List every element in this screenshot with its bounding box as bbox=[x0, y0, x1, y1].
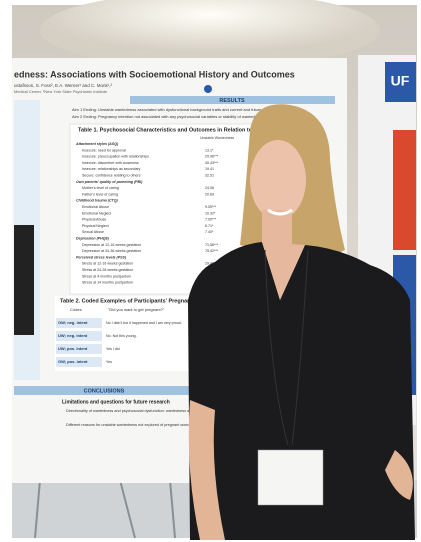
hand bbox=[385, 450, 413, 500]
table1-value: 71.56*** bbox=[205, 243, 219, 247]
table1-column: Unstable Wantedness bbox=[200, 136, 234, 140]
table1-value: 9.05*** bbox=[205, 205, 217, 209]
ceiling-light bbox=[40, 0, 380, 68]
conclusions-bar bbox=[14, 386, 194, 395]
table1-label: Sexual Abuse bbox=[82, 230, 104, 234]
poster-authors: ustafsson, S. Foss², E.A. Werner¹ and C.… bbox=[14, 83, 112, 88]
table2-code-cell bbox=[56, 318, 102, 328]
table1-label: Own parents' quality of parenting (PBI) bbox=[76, 180, 143, 184]
table1-label: Physical Abuse bbox=[82, 218, 106, 222]
table1-value: 40.43*** bbox=[205, 161, 219, 165]
table1-label: Emotional Abuse bbox=[82, 205, 109, 209]
table1-label: Insecure: discomfort with closeness bbox=[82, 161, 139, 165]
table2-quote: No I didn't but it happened and I am ver… bbox=[106, 321, 182, 325]
table2-code: OW; pos. intent bbox=[58, 359, 88, 364]
table1-label: Stress at 14 months postpartum bbox=[82, 281, 133, 285]
limitations-heading: Limitations and questions for future res… bbox=[62, 399, 170, 405]
table1-label: Depression (PHQ9) bbox=[76, 236, 110, 240]
table1-label: Secure: confidence relating to others bbox=[82, 173, 141, 177]
results-heading: RESULTS bbox=[219, 98, 245, 104]
table1-label: Insecure: need for approval bbox=[82, 148, 126, 152]
table1-value: 10.32* bbox=[205, 211, 216, 215]
conclusions-heading: CONCLUSIONS bbox=[84, 388, 125, 394]
table1-value: 24.06 bbox=[205, 186, 214, 190]
neckline bbox=[262, 242, 305, 300]
table1-label: Depression at 12-16 weeks gestation bbox=[82, 243, 141, 247]
table1-value: 7.40* bbox=[205, 230, 214, 234]
table1-value: 13.1* bbox=[205, 148, 214, 152]
table1-label: Attachment styles (ASQ) bbox=[75, 142, 119, 146]
table2-code: OW; neg. intent bbox=[58, 320, 88, 325]
table1-label: Childhood trauma (CTQ) bbox=[76, 199, 119, 203]
table1-value: 75.42*** bbox=[205, 249, 219, 253]
table1-label: Physical Neglect bbox=[82, 224, 109, 228]
side-poster-label: UF bbox=[391, 73, 410, 89]
table1-label: Mother's level of caring bbox=[82, 186, 119, 190]
arm bbox=[188, 400, 225, 540]
results-bar bbox=[130, 96, 335, 104]
table2-code-cell bbox=[56, 344, 102, 354]
lanyard bbox=[264, 249, 309, 446]
table2-quote: Yes I did bbox=[106, 347, 120, 351]
table2-header: Codes bbox=[70, 307, 82, 312]
table2-code-cell bbox=[56, 357, 102, 367]
table1-label: Stress at 4 months postpartum bbox=[82, 274, 131, 278]
side-poster-panel bbox=[393, 130, 416, 250]
side-poster-logo bbox=[385, 62, 416, 102]
table1-value: 7.00*** bbox=[205, 218, 217, 222]
table1-value: 32.51 bbox=[205, 173, 214, 177]
aim: Aim 1 Ending: Unstable wantedness associ… bbox=[72, 107, 280, 112]
top bbox=[188, 242, 415, 540]
table1-label: Depression at 34-36 weeks gestation bbox=[82, 249, 141, 253]
table1-value: 19.41 bbox=[205, 167, 214, 171]
poster-affiliation: Medical Center, ²New York State Psychiat… bbox=[14, 89, 108, 94]
limitation-bullet: Directionality of wantedness and psychos… bbox=[66, 409, 273, 413]
table2-code-cell bbox=[56, 331, 102, 341]
table1-value: 29.96*** bbox=[205, 155, 219, 159]
table2-code: UW; neg. intent bbox=[58, 333, 88, 338]
face bbox=[250, 140, 306, 220]
left-photo bbox=[14, 225, 34, 335]
table2-header: "Did you want to get pregnant?" bbox=[108, 307, 165, 312]
table1-label: Insecure: preoccupation with relationshi… bbox=[82, 155, 149, 159]
table1-label: Emotional Neglect bbox=[82, 211, 111, 215]
table1-value: 20.69 bbox=[205, 192, 214, 196]
table1-label: Insecure: relationships as secondary bbox=[82, 167, 141, 171]
poster-logo bbox=[204, 85, 212, 93]
table1-title: Table 1. Psychosocial Characteristics an… bbox=[78, 127, 276, 133]
table1-label: Perceived stress levels (PSS) bbox=[76, 255, 127, 259]
table2-code: UW; pos. intent bbox=[58, 346, 88, 351]
easel-legs bbox=[34, 479, 176, 539]
table2-quote: Yes bbox=[106, 360, 112, 364]
table2-quote: No. Not this young. bbox=[106, 334, 137, 338]
limitation-bullet: Different reasons for unstable wantednes… bbox=[66, 423, 229, 427]
table1-label: Stress at 12-16 weeks gestation bbox=[82, 262, 133, 266]
table1-value: 6.71* bbox=[205, 224, 214, 228]
smile bbox=[267, 208, 293, 216]
poster-title: edness: Associations with Socioemotional… bbox=[14, 69, 295, 79]
table2-title: Table 2. Coded Examples of Participants'… bbox=[60, 298, 205, 304]
table1-label: Father's level of caring bbox=[82, 192, 118, 196]
aim: Aim 2 Ending: Pregnancy intention not as… bbox=[72, 114, 263, 119]
table1-label: Stress at 24-28 weeks gestation bbox=[82, 268, 133, 272]
badge bbox=[257, 449, 324, 506]
